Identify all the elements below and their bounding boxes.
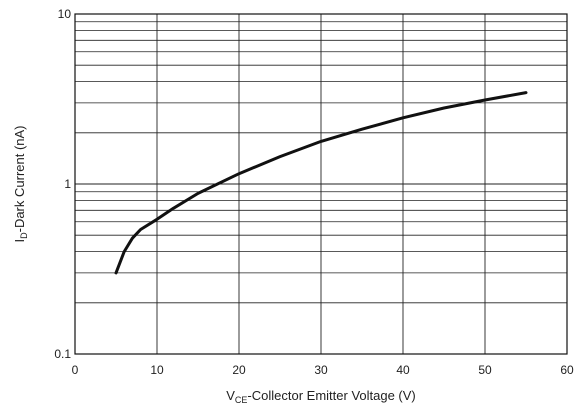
x-axis-label-subscript: CE [235, 395, 248, 405]
x-tick-label: 30 [314, 363, 328, 377]
x-axis-label-symbol: V [226, 388, 235, 403]
plot-frame [74, 13, 568, 355]
x-tick-label: 20 [232, 363, 246, 377]
x-tick-labels: 0 10 20 30 40 50 60 [72, 363, 574, 377]
dark-current-curve [114, 91, 528, 275]
y-tick-label: 0.1 [54, 347, 71, 361]
x-tick-label: 50 [478, 363, 492, 377]
y-axis-label-text: -Dark Current (nA) [12, 125, 27, 232]
y-axis-label: ID-Dark Current (nA) [12, 125, 29, 242]
y-tick-label: 10 [58, 7, 72, 21]
y-axis-label-symbol: I [12, 239, 27, 243]
grid-layer [74, 13, 568, 355]
curve-layer [114, 91, 528, 275]
y-axis-label-subscript: D [19, 232, 29, 239]
x-axis-label: VCE-Collector Emitter Voltage (V) [226, 388, 416, 405]
x-tick-label: 40 [396, 363, 410, 377]
x-tick-label: 60 [560, 363, 574, 377]
y-tick-labels: 0.1 1 10 [54, 7, 71, 361]
x-axis-label-text: -Collector Emitter Voltage (V) [247, 388, 415, 403]
x-tick-label: 0 [72, 363, 79, 377]
x-tick-label: 10 [150, 363, 164, 377]
y-tick-label: 1 [64, 177, 71, 191]
